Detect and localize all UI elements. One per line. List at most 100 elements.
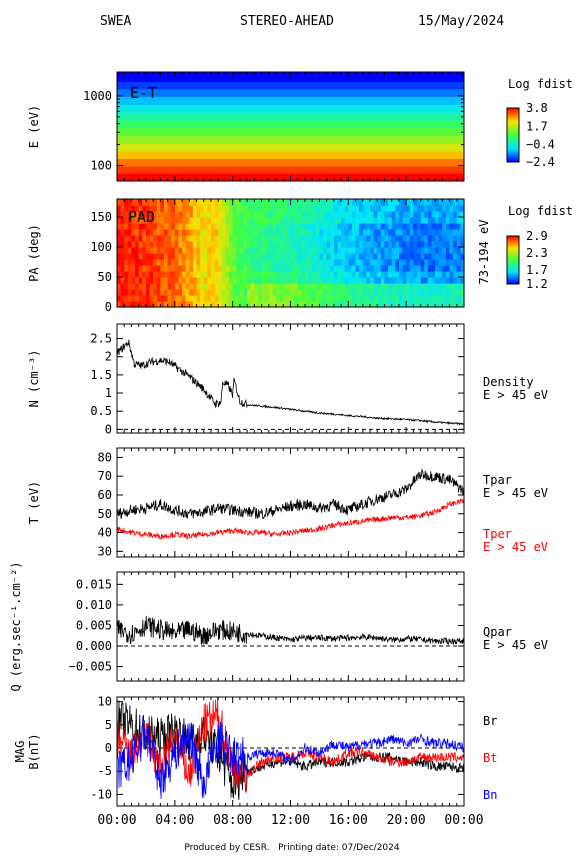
pad-cell [261, 289, 266, 296]
pad-cell [304, 253, 310, 260]
pad-cell [315, 271, 321, 278]
pad-cell [351, 235, 357, 242]
pad-cell [402, 301, 407, 308]
pad-cell [431, 289, 436, 296]
pad-cell [442, 235, 447, 242]
pad-cell [283, 199, 288, 206]
pad-cell [131, 301, 136, 308]
pad-cell [272, 199, 277, 206]
pad-cell [326, 247, 331, 254]
pad-cell [370, 283, 375, 290]
pad-cell [207, 229, 212, 236]
pad-cell [142, 235, 147, 242]
pad-cell [424, 253, 429, 260]
pad-cell [203, 265, 208, 272]
pad-cell [417, 235, 422, 242]
pad-cell [370, 289, 375, 296]
pad-cell [348, 205, 353, 212]
energy-band [117, 89, 464, 98]
pad-cell [286, 259, 292, 266]
pad-cell [160, 289, 165, 296]
pad-cell [272, 223, 277, 230]
pad-cell [395, 217, 400, 224]
pad-cell [290, 259, 295, 266]
pad-cell [362, 247, 368, 254]
pad-cell [127, 211, 133, 218]
pad-cell [279, 241, 284, 248]
pad-cell [341, 241, 346, 248]
pad-cell [402, 241, 407, 248]
pad-cell [355, 277, 360, 284]
pad-cell [203, 277, 208, 284]
pad-cell [406, 241, 411, 248]
legend-tpar-energy: E > 45 eV [483, 486, 548, 500]
pad-cell [232, 199, 237, 206]
pad-cell [355, 259, 360, 266]
pad-cell [232, 229, 237, 236]
pad-cell [214, 229, 219, 236]
pad-cell [135, 271, 140, 278]
pad-cell [377, 223, 382, 230]
pad-cell [359, 211, 364, 218]
pad-cell [427, 295, 433, 302]
pad-cell [218, 271, 223, 278]
pad-cell [131, 283, 136, 290]
pad-cell [388, 283, 393, 290]
pad-cell [283, 217, 288, 224]
pad-cell [319, 241, 324, 248]
pad-cell [171, 283, 176, 290]
pad-cell [200, 289, 205, 296]
pad-cell [445, 289, 451, 296]
pad-cell [294, 211, 299, 218]
pad-cell [413, 259, 418, 266]
pad-cell [370, 205, 375, 212]
pad-cell [377, 229, 382, 236]
pad-cell [236, 289, 241, 296]
pad-cell [377, 265, 382, 272]
pad-cell [153, 205, 158, 212]
pad-cell [254, 223, 259, 230]
pad-cell [221, 265, 227, 272]
pad-cell [243, 271, 248, 278]
pad-cell [301, 241, 306, 248]
pad-cell [373, 295, 378, 302]
pad-cell [182, 289, 187, 296]
pad-cell [355, 217, 360, 224]
pad-cell [225, 271, 230, 278]
pad-cell [388, 235, 393, 242]
pad-cell [431, 241, 436, 248]
pad-cell [398, 229, 404, 236]
pad-cell [402, 211, 407, 218]
pad-cell [127, 223, 133, 230]
pad-cell [333, 241, 339, 248]
pad-cell [377, 235, 382, 242]
pad-cell [236, 223, 241, 230]
pad-cell [225, 247, 230, 254]
pad-cell [229, 259, 234, 266]
legend-qpar-energy: E > 45 eV [483, 638, 548, 652]
pad-cell [319, 229, 324, 236]
pad-cell [341, 217, 346, 224]
pad-cell [178, 277, 183, 284]
pad-cell [200, 265, 205, 272]
pad-cell [388, 247, 393, 254]
pad-cell [435, 235, 440, 242]
pad-cell [362, 223, 368, 230]
pad-cell [333, 229, 339, 236]
pad-cell [442, 277, 447, 284]
pad-cell [225, 295, 230, 302]
pad-cell [276, 205, 281, 212]
pad-cell [413, 223, 418, 230]
pad-cell [210, 289, 216, 296]
pad-cell [427, 205, 433, 212]
pad-cell [283, 265, 288, 272]
pad-cell [120, 211, 125, 218]
y-tick-label: −0.005 [69, 660, 112, 674]
pad-cell [304, 235, 310, 242]
pad-cell [395, 253, 400, 260]
pad-cell [330, 259, 335, 266]
pad-cell [221, 223, 227, 230]
pad-cell [333, 289, 339, 296]
pad-cell [120, 277, 125, 284]
pad-cell [326, 223, 331, 230]
